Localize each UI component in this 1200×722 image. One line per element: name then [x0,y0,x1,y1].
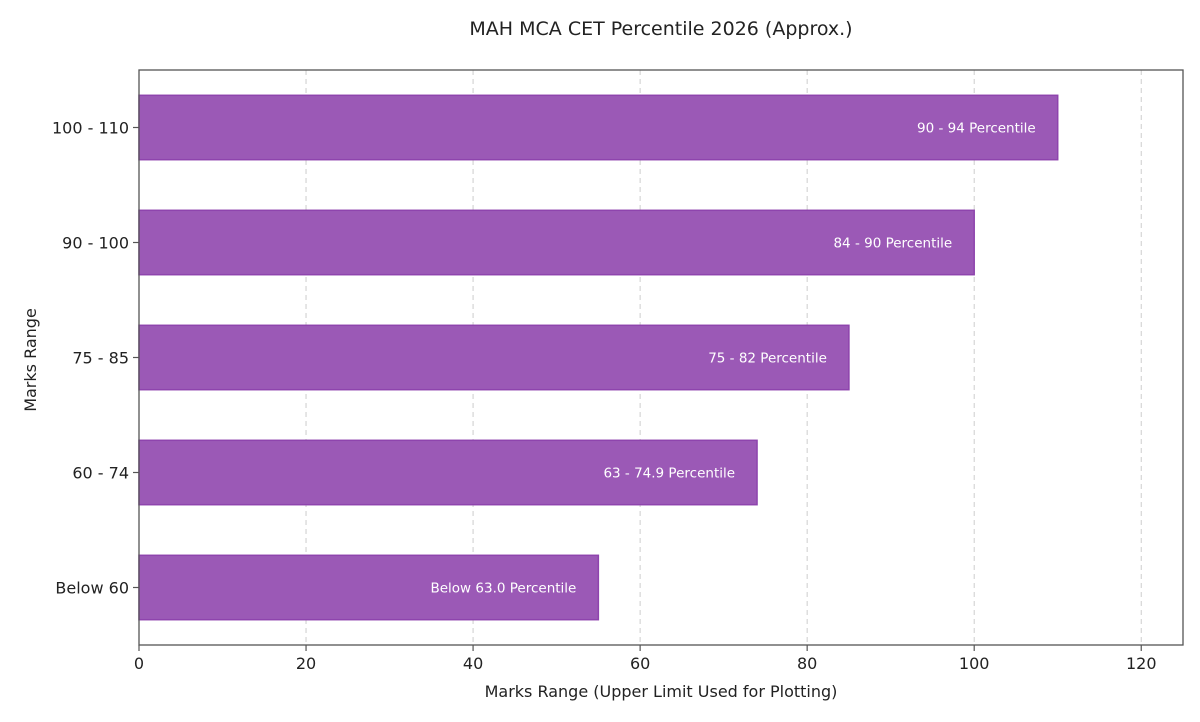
x-axis-ticks: 0 20 40 60 80 100 120 [134,645,1157,673]
bar-data-label: 84 - 90 Percentile [833,236,952,252]
y-axis-ticks: 100 - 110 90 - 100 75 - 85 60 - 74 Below 60 [52,119,139,598]
x-tick-label: 40 [463,654,483,673]
x-tick-label: 100 [959,654,990,673]
x-tick-label: 120 [1126,654,1157,673]
bar-data-label: Below 63.0 Percentile [430,581,576,597]
x-axis-label: Marks Range (Upper Limit Used for Plotti… [485,682,838,701]
bar-data-label: 90 - 94 Percentile [917,121,1036,137]
y-tick-label: Below 60 [55,579,129,598]
y-tick-label: 100 - 110 [52,119,129,138]
bar-data-label: 63 - 74.9 Percentile [603,466,735,482]
bar [138,554,600,621]
chart-title: MAH MCA CET Percentile 2026 (Approx.) [469,18,852,40]
bar [138,209,975,276]
bars: 90 - 94 Percentile 84 - 90 Percentile 75 -… [138,94,1059,621]
gridlines [305,70,1142,645]
x-tick-label: 0 [134,654,144,673]
x-tick-label: 80 [797,654,817,673]
y-axis-label: Marks Range [21,308,40,412]
y-tick-label: 75 - 85 [72,349,129,368]
x-tick-label: 20 [296,654,316,673]
bar-data-label: 75 - 82 Percentile [708,351,827,367]
y-tick-label: 90 - 100 [62,234,129,253]
x-tick-label: 60 [630,654,650,673]
y-tick-label: 60 - 74 [72,464,129,483]
